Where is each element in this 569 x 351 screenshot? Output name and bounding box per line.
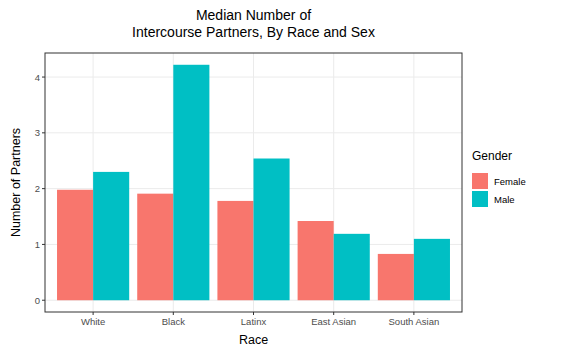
bar (298, 221, 334, 300)
plot-panel (45, 53, 462, 312)
bar (254, 159, 290, 301)
legend-key (472, 191, 488, 207)
chart-title: Median Number ofIntercourse Partners, By… (132, 7, 375, 40)
x-tick-label: South Asian (389, 316, 440, 327)
y-tick-label: 0 (35, 295, 40, 306)
legend-label: Female (494, 176, 526, 187)
x-axis-title: Race (239, 333, 268, 347)
y-tick (42, 77, 45, 78)
bar (378, 254, 414, 300)
x-tick (93, 312, 94, 315)
y-tick (42, 188, 45, 189)
y-tick (42, 244, 45, 245)
bar (57, 190, 93, 300)
legend-key (472, 173, 488, 189)
x-tick-label: White (81, 316, 105, 327)
background (0, 0, 569, 351)
legend-title: Gender (472, 149, 512, 163)
x-tick (253, 312, 254, 315)
bar (93, 172, 129, 300)
bar (137, 194, 173, 301)
y-tick-label: 4 (35, 72, 40, 83)
x-tick (413, 312, 414, 315)
legend-label: Male (494, 194, 515, 205)
y-axis-title: Number of Partners (9, 128, 23, 237)
y-tick-label: 2 (35, 183, 40, 194)
x-tick (333, 312, 334, 315)
panel-border (45, 53, 462, 312)
title-line: Intercourse Partners, By Race and Sex (132, 24, 375, 40)
x-tick (173, 312, 174, 315)
title-line: Median Number of (196, 7, 311, 23)
chart-svg: 0 1 2 3 4 White Black Latinx East Asian South Asi… (0, 0, 569, 351)
y-tick (42, 300, 45, 301)
chart-container: 0 1 2 3 4 White Black Latinx East Asian South Asi… (0, 0, 569, 351)
x-tick-label: East Asian (311, 316, 356, 327)
y-tick-label: 1 (35, 239, 40, 250)
bar (334, 234, 370, 300)
y-tick-label: 3 (35, 127, 40, 138)
bars (57, 65, 450, 300)
x-tick-label: Black (162, 316, 185, 327)
x-tick-label: Latinx (241, 316, 267, 327)
bar (173, 65, 209, 300)
y-tick (42, 132, 45, 133)
bar (414, 239, 450, 300)
bar (217, 201, 253, 300)
